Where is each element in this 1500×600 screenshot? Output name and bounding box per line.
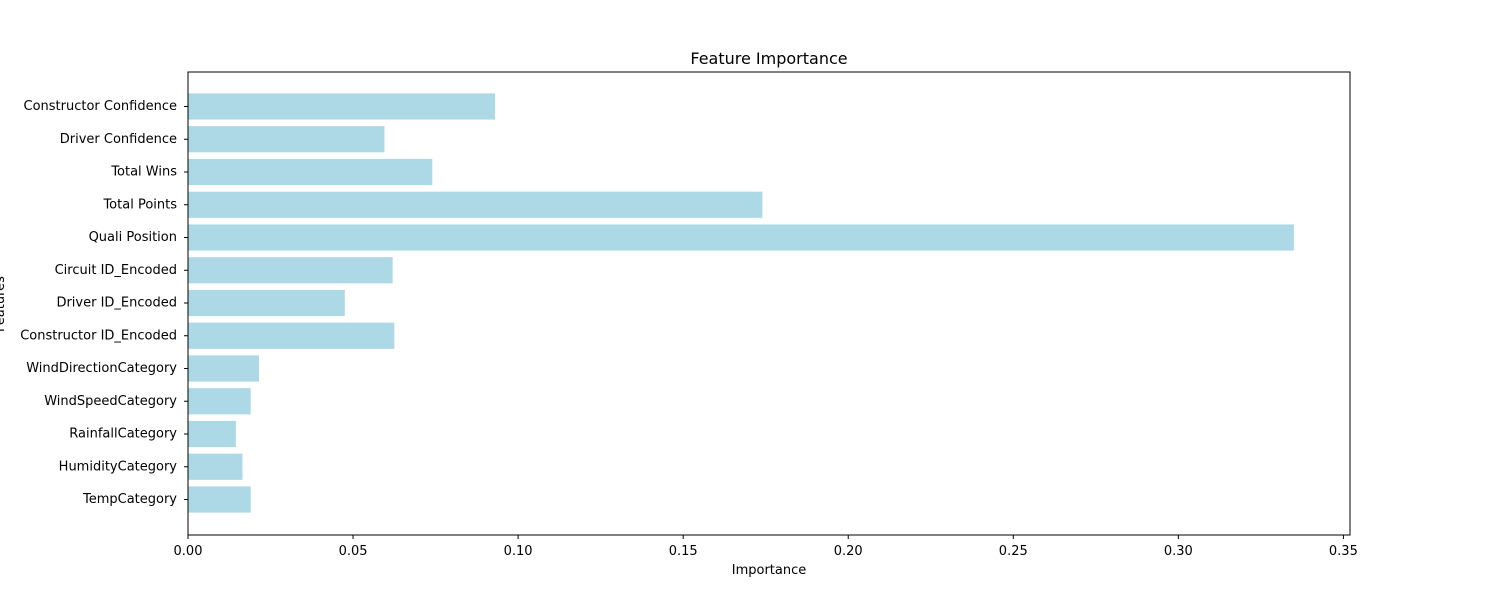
y-axis-label: Features (0, 276, 8, 332)
bars-group (188, 93, 1294, 513)
bar-total-wins (188, 158, 433, 186)
chart-title: Feature Importance (690, 49, 847, 68)
y-tick-label-tempcategory: TempCategory (82, 492, 177, 507)
y-tick-label-constructor-confidence: Constructor Confidence (24, 99, 178, 114)
bar-quali-position (188, 224, 1294, 251)
y-axis-ticks: TempCategory HumidityCategory RainfallCate… (20, 99, 188, 507)
bar-humiditycategory (188, 453, 243, 480)
bar-winddirectioncategory (188, 355, 259, 382)
bar-constructor-id-encoded (188, 322, 395, 349)
x-tick-label: 0.20 (834, 544, 863, 559)
y-tick-label-total-points: Total Points (102, 197, 177, 212)
x-tick-label: 0.25 (999, 544, 1028, 559)
y-tick-label-winddirectioncategory: WindDirectionCategory (26, 361, 177, 376)
x-tick-label: 0.15 (669, 544, 698, 559)
y-tick-label-windspeedcategory: WindSpeedCategory (44, 394, 177, 409)
x-tick-label: 0.00 (174, 544, 203, 559)
y-tick-label-humiditycategory: HumidityCategory (59, 459, 178, 474)
x-tick-label: 0.10 (504, 544, 533, 559)
y-tick-label-total-wins: Total Wins (110, 165, 177, 180)
bar-tempcategory (188, 486, 251, 513)
bar-constructor-confidence (188, 93, 496, 120)
x-tick-label: 0.35 (1329, 544, 1358, 559)
y-tick-label-driver-id-encoded: Driver ID_Encoded (56, 296, 177, 311)
y-tick-label-circuit-id-encoded: Circuit ID_Encoded (55, 263, 177, 278)
x-tick-label: 0.30 (1164, 544, 1193, 559)
bar-driver-confidence (188, 126, 385, 153)
x-tick-label: 0.05 (339, 544, 368, 559)
y-tick-label-constructor-id-encoded: Constructor ID_Encoded (20, 328, 177, 343)
x-axis-ticks: 0.00 0.05 0.10 0.15 0.20 0.25 0.30 0.35 (174, 535, 1358, 559)
bar-rainfallcategory (188, 420, 236, 448)
y-tick-label-driver-confidence: Driver Confidence (60, 132, 177, 147)
bar-driver-id-encoded (188, 289, 345, 317)
y-tick-label-quali-position: Quali Position (89, 230, 177, 245)
x-axis-label: Importance (732, 563, 807, 578)
bar-windspeedcategory (188, 388, 251, 415)
y-tick-label-rainfallcategory: RainfallCategory (69, 427, 177, 442)
bar-circuit-id-encoded (188, 257, 393, 284)
bar-total-points (188, 191, 763, 218)
